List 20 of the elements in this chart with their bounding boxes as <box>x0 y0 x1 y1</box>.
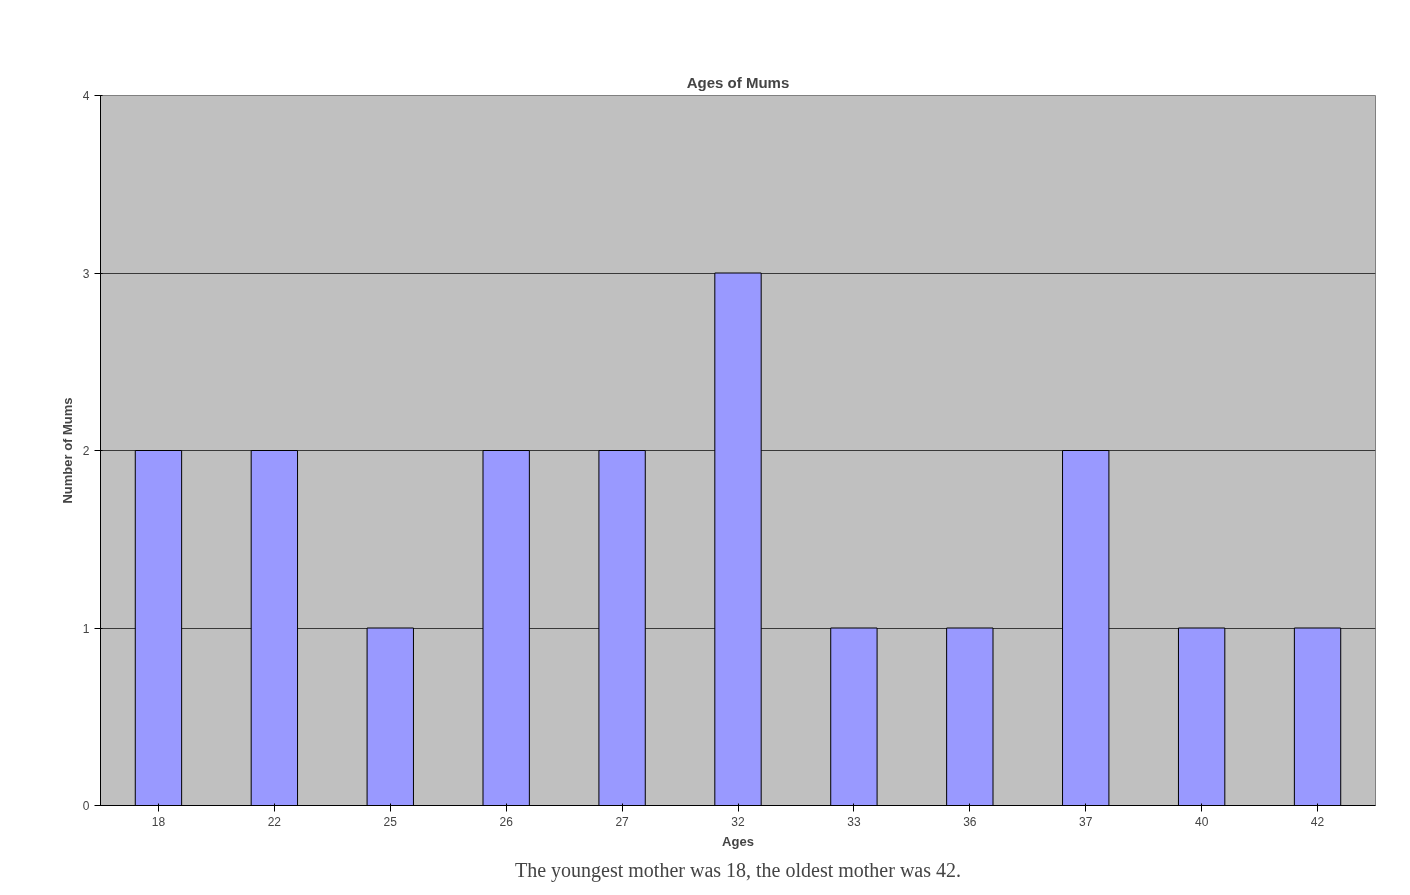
y-tick-label: 0 <box>82 799 90 813</box>
x-tick-label: 40 <box>1194 814 1209 829</box>
x-tick-label: 26 <box>499 814 514 829</box>
x-tick-label: 18 <box>151 814 166 829</box>
text: The youngest mother was 18, the oldest mother was 42. <box>514 858 962 882</box>
x-tick-label: 33 <box>847 814 861 829</box>
x-axis-title: Ages <box>722 833 754 849</box>
y-axis-title: Number of Mums <box>59 397 75 504</box>
y-tick-label: 4 <box>82 89 90 103</box>
chart-title: Ages of Mums <box>686 73 790 91</box>
x-tick-label: 32 <box>731 814 745 829</box>
y-tick-label: 3 <box>82 266 90 281</box>
x-tick-label: 22 <box>267 814 282 829</box>
x-tick-label: 42 <box>1310 814 1325 829</box>
x-tick-label: 27 <box>615 814 630 829</box>
x-tick-label: 25 <box>383 814 398 829</box>
y-tick-label: 2 <box>82 444 90 458</box>
x-tick-label: 36 <box>963 814 977 829</box>
x-tick-label: 37 <box>1079 814 1093 829</box>
y-tick-label: 1 <box>82 621 90 636</box>
